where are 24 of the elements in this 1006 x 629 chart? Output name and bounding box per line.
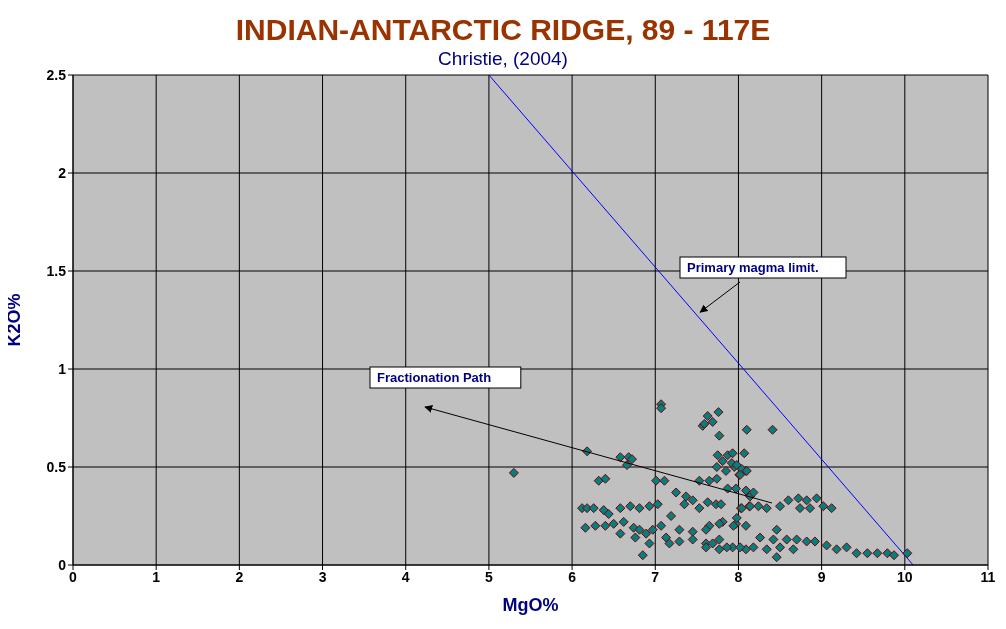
x-tick-label: 2	[235, 568, 244, 585]
x-tick-label: 4	[401, 568, 410, 585]
x-tick-label: 1	[152, 568, 161, 585]
y-axis-title: K2O%	[4, 293, 25, 347]
x-tick-label: 7	[651, 568, 660, 585]
y-tick-label: 0	[58, 556, 67, 573]
x-tick-label: 9	[817, 568, 826, 585]
y-tick-label: 0.5	[46, 458, 67, 475]
chart-subtitle: Christie, (2004)	[438, 48, 568, 69]
x-tick-label: 8	[734, 568, 743, 585]
x-tick-label: 11	[980, 568, 996, 585]
x-tick-label: 10	[897, 568, 913, 585]
x-tick-label: 0	[69, 568, 78, 585]
chart-title: INDIAN-ANTARCTIC RIDGE, 89 - 117E	[234, 12, 772, 48]
x-tick-label: 6	[568, 568, 577, 585]
y-tick-label: 1.5	[46, 262, 67, 279]
annotation: Primary magma limit.	[687, 260, 819, 275]
annotation: Fractionation Path	[377, 370, 492, 385]
x-tick-label: 3	[318, 568, 327, 585]
y-tick-label: 2.5	[46, 66, 67, 83]
y-tick-label: 1	[58, 360, 67, 377]
x-tick-label: 5	[485, 568, 494, 585]
y-tick-label: 2	[58, 164, 67, 181]
x-axis-title: MgO%	[502, 595, 559, 615]
